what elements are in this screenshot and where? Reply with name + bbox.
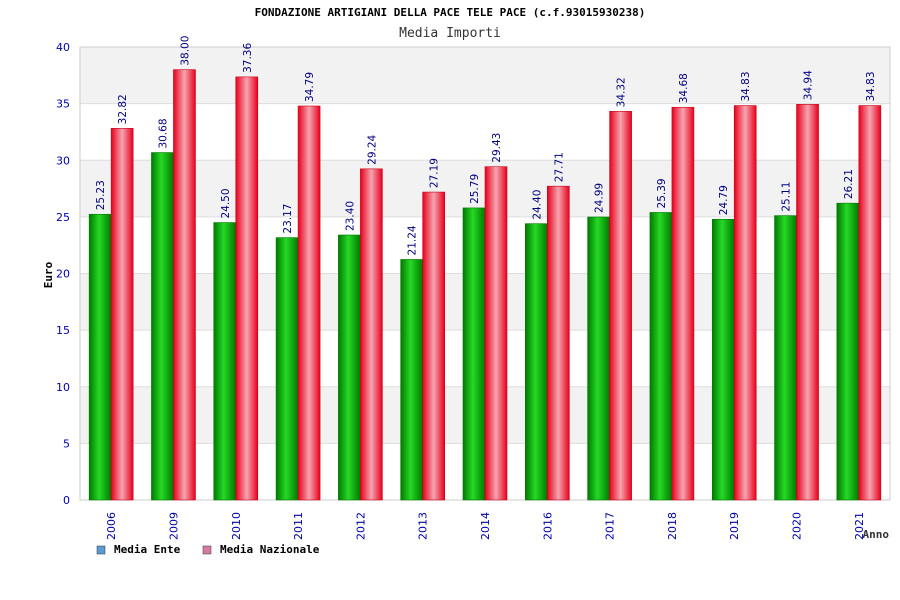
value-label-media-nazionale: 37.36 bbox=[242, 43, 254, 73]
bar-media-nazionale bbox=[110, 128, 134, 501]
y-tick-label: 20 bbox=[56, 268, 70, 281]
value-label-media-ente: 23.40 bbox=[344, 201, 356, 231]
value-label-media-ente: 25.79 bbox=[469, 174, 481, 204]
bar-media-nazionale bbox=[547, 185, 570, 501]
x-tick-label: 2010 bbox=[230, 512, 243, 540]
value-label-media-nazionale: 29.24 bbox=[366, 134, 378, 164]
legend-label-nazionale: Media Nazionale bbox=[220, 543, 320, 556]
value-label-media-nazionale: 32.82 bbox=[117, 94, 129, 124]
value-label-media-ente: 25.11 bbox=[781, 182, 793, 212]
value-labels: 25.23 32.82 30.68 38.00 24.50 37.36 23.17 34.79… bbox=[95, 36, 877, 256]
x-tick-label: 2013 bbox=[417, 512, 430, 540]
bar-media-nazionale bbox=[360, 168, 383, 501]
x-tick-label: 2021 bbox=[853, 512, 866, 540]
bar-media-ente bbox=[338, 234, 361, 501]
legend-item-nazionale: Media Nazionale bbox=[202, 543, 320, 556]
x-tick-label: 2012 bbox=[354, 512, 367, 540]
bar-media-ente bbox=[711, 218, 735, 501]
value-label-media-nazionale: 38.00 bbox=[179, 36, 191, 66]
legend-swatch-nazionale bbox=[202, 545, 212, 555]
value-label-media-ente: 24.79 bbox=[718, 185, 730, 215]
x-axis-ticks: 2006 2009 2010 2011 2012 2013 2014 2016 2017 2018… bbox=[105, 512, 866, 540]
x-tick-label: 2009 bbox=[167, 512, 180, 540]
value-label-media-ente: 24.99 bbox=[594, 183, 606, 213]
value-label-media-ente: 30.68 bbox=[157, 118, 169, 148]
value-label-media-ente: 25.39 bbox=[656, 178, 668, 208]
value-label-media-nazionale: 27.19 bbox=[429, 158, 441, 188]
bar-media-ente bbox=[275, 237, 299, 501]
bar-media-nazionale bbox=[297, 105, 321, 501]
bar-media-nazionale bbox=[671, 106, 695, 501]
bar-media-ente bbox=[649, 212, 673, 501]
y-tick-label: 35 bbox=[56, 98, 70, 111]
value-label-media-ente: 26.21 bbox=[843, 169, 855, 199]
legend-label-ente: Media Ente bbox=[114, 543, 181, 556]
value-label-media-ente: 21.24 bbox=[407, 225, 419, 255]
value-label-media-nazionale: 34.79 bbox=[304, 72, 316, 102]
value-label-media-ente: 24.50 bbox=[220, 188, 232, 218]
legend: Media Ente Media Nazionale bbox=[96, 543, 320, 556]
x-tick-label: 2017 bbox=[604, 512, 617, 540]
x-tick-label: 2006 bbox=[105, 512, 118, 540]
bar-media-ente bbox=[525, 223, 548, 501]
bar-media-ente bbox=[151, 152, 174, 501]
x-tick-label: 2014 bbox=[479, 512, 492, 540]
x-axis-label: Anno bbox=[863, 528, 890, 541]
value-label-media-nazionale: 29.43 bbox=[491, 133, 503, 163]
y-tick-label: 5 bbox=[63, 437, 70, 450]
value-label-media-ente: 23.17 bbox=[282, 204, 294, 234]
y-axis-label: Euro bbox=[42, 261, 55, 288]
y-tick-label: 0 bbox=[63, 494, 70, 507]
y-tick-label: 30 bbox=[56, 154, 70, 167]
bar-media-ente bbox=[587, 216, 610, 501]
y-tick-label: 15 bbox=[56, 324, 70, 337]
value-label-media-ente: 24.40 bbox=[531, 190, 543, 220]
bar-media-ente bbox=[462, 207, 486, 501]
bar-media-ente bbox=[88, 213, 112, 501]
y-tick-label: 25 bbox=[56, 211, 70, 224]
plot-band bbox=[80, 47, 890, 104]
bar-media-nazionale bbox=[609, 111, 632, 501]
x-tick-label: 2019 bbox=[728, 512, 741, 540]
chart-title: FONDAZIONE ARTIGIANI DELLA PACE TELE PAC… bbox=[255, 6, 646, 19]
y-tick-label: 40 bbox=[56, 41, 70, 54]
value-label-media-nazionale: 34.83 bbox=[740, 71, 752, 101]
x-tick-label: 2011 bbox=[292, 512, 305, 540]
bar-media-ente bbox=[774, 215, 797, 501]
bar-media-nazionale bbox=[173, 69, 196, 501]
bars bbox=[88, 69, 882, 501]
value-label-media-nazionale: 34.68 bbox=[678, 73, 690, 103]
x-tick-label: 2016 bbox=[541, 512, 554, 540]
bar-media-nazionale bbox=[858, 105, 882, 501]
bar-media-nazionale bbox=[422, 191, 445, 501]
x-tick-label: 2020 bbox=[791, 512, 804, 540]
value-label-media-nazionale: 34.94 bbox=[803, 70, 815, 100]
bar-media-nazionale bbox=[796, 104, 819, 501]
bar-media-ente bbox=[400, 259, 423, 501]
value-label-media-ente: 25.23 bbox=[95, 180, 107, 210]
value-label-media-nazionale: 34.32 bbox=[616, 77, 628, 107]
value-label-media-nazionale: 27.71 bbox=[553, 152, 565, 182]
y-tick-label: 10 bbox=[56, 381, 70, 394]
value-label-media-nazionale: 34.83 bbox=[865, 71, 877, 101]
bar-media-nazionale bbox=[733, 105, 757, 501]
chart-subtitle: Media Importi bbox=[399, 26, 501, 41]
bar-media-ente bbox=[836, 202, 860, 501]
bar-media-nazionale bbox=[235, 76, 259, 501]
legend-swatch-ente bbox=[96, 545, 106, 555]
bar-media-ente bbox=[213, 222, 237, 501]
y-axis-ticks: 0 5 10 15 20 25 30 35 40 bbox=[56, 41, 70, 507]
legend-item-ente: Media Ente bbox=[96, 543, 181, 556]
x-tick-label: 2018 bbox=[666, 512, 679, 540]
bar-media-nazionale bbox=[484, 166, 508, 501]
